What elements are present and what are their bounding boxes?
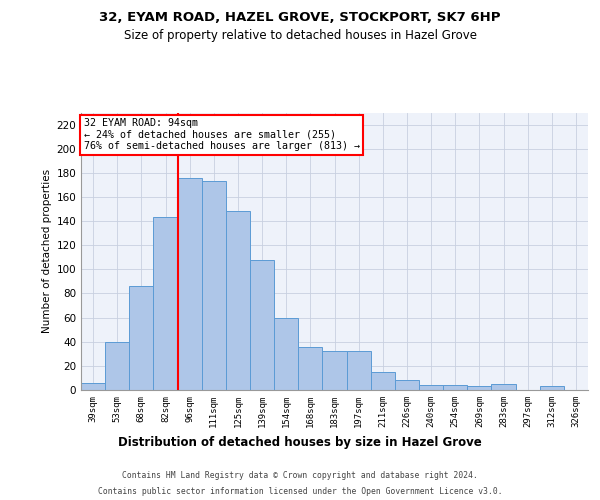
Y-axis label: Number of detached properties: Number of detached properties xyxy=(42,169,52,334)
Text: Contains public sector information licensed under the Open Government Licence v3: Contains public sector information licen… xyxy=(98,486,502,496)
Bar xyxy=(154,218,178,390)
Bar xyxy=(322,352,347,390)
Bar xyxy=(178,178,202,390)
Bar xyxy=(129,286,154,390)
Text: Distribution of detached houses by size in Hazel Grove: Distribution of detached houses by size … xyxy=(118,436,482,449)
Bar xyxy=(298,346,322,390)
Bar xyxy=(419,385,443,390)
Bar xyxy=(491,384,515,390)
Bar xyxy=(202,182,226,390)
Text: Size of property relative to detached houses in Hazel Grove: Size of property relative to detached ho… xyxy=(124,29,476,42)
Bar xyxy=(274,318,298,390)
Bar xyxy=(105,342,129,390)
Bar xyxy=(347,352,371,390)
Bar xyxy=(395,380,419,390)
Bar xyxy=(443,385,467,390)
Bar xyxy=(250,260,274,390)
Text: 32 EYAM ROAD: 94sqm
← 24% of detached houses are smaller (255)
76% of semi-detac: 32 EYAM ROAD: 94sqm ← 24% of detached ho… xyxy=(83,118,359,151)
Bar xyxy=(226,212,250,390)
Text: 32, EYAM ROAD, HAZEL GROVE, STOCKPORT, SK7 6HP: 32, EYAM ROAD, HAZEL GROVE, STOCKPORT, S… xyxy=(99,11,501,24)
Text: Contains HM Land Registry data © Crown copyright and database right 2024.: Contains HM Land Registry data © Crown c… xyxy=(122,472,478,480)
Bar xyxy=(371,372,395,390)
Bar xyxy=(467,386,491,390)
Bar xyxy=(540,386,564,390)
Bar xyxy=(81,383,105,390)
